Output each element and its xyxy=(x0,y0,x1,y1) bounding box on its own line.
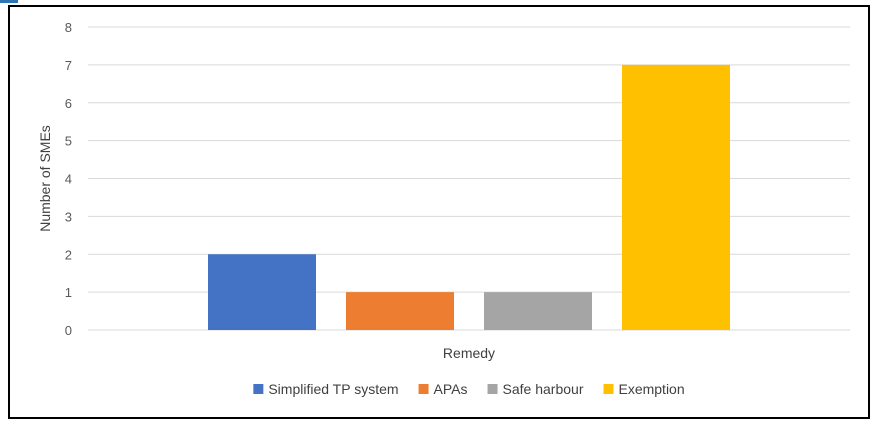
gridlines xyxy=(88,26,850,331)
legend-swatch-exemption xyxy=(603,384,614,394)
legend: Simplified TP system APAs Safe harbour Exem… xyxy=(253,381,685,397)
legend-swatch-simplified-tp-system xyxy=(253,384,264,394)
x-axis-title: Remedy xyxy=(443,345,495,361)
legend-label-exemption: Exemption xyxy=(618,381,684,397)
legend-swatch-safe-harbour xyxy=(487,384,498,394)
y-tick-label-5: 5 xyxy=(65,134,72,149)
y-tick-label-2: 2 xyxy=(65,247,72,262)
y-tick-label-6: 6 xyxy=(65,96,72,111)
y-tick-label-3: 3 xyxy=(65,209,72,224)
bar-simplified-tp-system xyxy=(208,254,316,330)
y-tick-label-7: 7 xyxy=(65,58,72,73)
legend-label-simplified-tp-system: Simplified TP system xyxy=(268,381,398,397)
bar-chart: 0 1 2 3 4 5 6 7 8 Number of SMEs Remedy Simplifi… xyxy=(37,20,850,397)
bar-exemption xyxy=(622,64,730,330)
chart-frame: 0 1 2 3 4 5 6 7 8 Number of SMEs Remedy Simplifi… xyxy=(8,5,870,419)
y-tick-label-8: 8 xyxy=(65,20,72,35)
y-axis-tick-labels: 0 1 2 3 4 5 6 7 8 xyxy=(65,20,72,338)
y-axis-title: Number of SMEs xyxy=(37,125,53,232)
bars xyxy=(208,64,730,330)
bar-safe-harbour xyxy=(484,292,592,330)
y-tick-label-1: 1 xyxy=(65,285,72,300)
corner-accent-mark xyxy=(0,0,18,3)
y-tick-label-0: 0 xyxy=(65,323,72,338)
legend-label-apas: APAs xyxy=(434,381,468,397)
bar-apas xyxy=(346,292,454,330)
legend-swatch-apas xyxy=(418,384,429,394)
legend-label-safe-harbour: Safe harbour xyxy=(503,381,584,397)
y-tick-label-4: 4 xyxy=(65,172,72,187)
